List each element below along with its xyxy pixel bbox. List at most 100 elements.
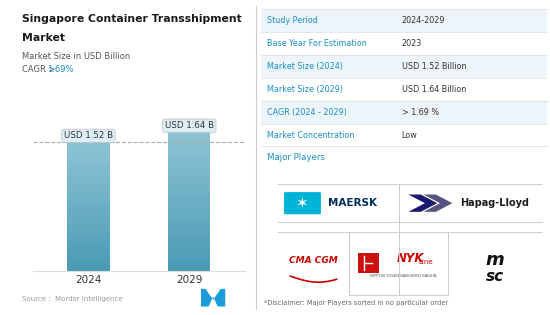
Bar <box>67 173 109 175</box>
Bar <box>67 223 109 224</box>
Bar <box>168 224 211 226</box>
Bar <box>67 170 109 171</box>
Bar <box>67 147 109 149</box>
Bar <box>67 227 109 229</box>
Text: Low: Low <box>402 130 417 140</box>
Polygon shape <box>201 289 225 306</box>
Bar <box>67 210 109 211</box>
Bar <box>168 202 211 203</box>
Text: USD 1.64 Billion: USD 1.64 Billion <box>402 85 466 94</box>
Text: Hapag-Lloyd: Hapag-Lloyd <box>460 198 530 208</box>
Text: CAGR >: CAGR > <box>22 65 58 74</box>
Bar <box>168 219 211 220</box>
Bar <box>168 227 211 229</box>
Bar <box>67 261 109 263</box>
Bar <box>67 160 109 162</box>
Bar <box>67 191 109 192</box>
Text: Market Size in USD Billion: Market Size in USD Billion <box>22 52 130 61</box>
Bar <box>168 134 211 136</box>
Bar <box>67 208 109 210</box>
Bar <box>168 243 211 245</box>
Bar <box>67 158 109 160</box>
Bar <box>168 165 211 167</box>
Bar <box>168 191 211 193</box>
Bar <box>168 252 211 254</box>
Bar <box>67 237 109 239</box>
Bar <box>168 220 211 222</box>
Bar <box>67 240 109 242</box>
FancyBboxPatch shape <box>284 192 321 214</box>
Bar <box>168 182 211 184</box>
Bar <box>168 259 211 261</box>
Text: > 1.69 %: > 1.69 % <box>402 108 439 117</box>
Bar <box>168 144 211 146</box>
Bar <box>67 256 109 258</box>
Bar <box>168 266 211 267</box>
Bar <box>168 179 211 181</box>
Bar <box>168 226 211 227</box>
Bar <box>67 231 109 232</box>
Bar <box>168 250 211 252</box>
Bar <box>168 160 211 162</box>
Bar <box>67 163 109 165</box>
Bar <box>168 181 211 182</box>
Bar <box>168 150 211 151</box>
Bar <box>67 269 109 271</box>
Text: 1.69%: 1.69% <box>47 65 73 74</box>
Bar <box>67 243 109 245</box>
Bar <box>168 139 211 141</box>
Bar <box>168 188 211 189</box>
Bar <box>67 200 109 202</box>
Bar <box>67 199 109 200</box>
Bar <box>67 234 109 236</box>
Polygon shape <box>424 194 452 212</box>
Bar <box>67 187 109 189</box>
Bar <box>168 212 211 214</box>
Bar <box>168 203 211 205</box>
Text: sc: sc <box>486 269 504 284</box>
Bar <box>67 213 109 215</box>
Bar <box>67 239 109 240</box>
Bar <box>168 269 211 271</box>
Bar <box>168 174 211 175</box>
Bar <box>67 205 109 207</box>
Bar <box>168 141 211 143</box>
Bar <box>67 255 109 256</box>
Bar <box>67 226 109 227</box>
Bar <box>168 153 211 155</box>
Bar <box>168 257 211 259</box>
Text: USD 1.52 Billion: USD 1.52 Billion <box>402 62 466 71</box>
Bar <box>67 224 109 226</box>
Text: CMA CGM: CMA CGM <box>289 255 338 265</box>
Bar <box>67 192 109 194</box>
Bar <box>168 146 211 148</box>
Bar <box>168 137 211 139</box>
Bar <box>67 155 109 157</box>
FancyBboxPatch shape <box>358 253 378 273</box>
Bar <box>168 247 211 248</box>
Bar <box>67 232 109 234</box>
Text: NIPPON YUSEN KABUSHIKI KAISHA: NIPPON YUSEN KABUSHIKI KAISHA <box>370 274 437 278</box>
Bar <box>168 186 211 188</box>
Bar <box>168 215 211 217</box>
Bar <box>67 184 109 186</box>
Text: m: m <box>486 251 504 269</box>
Bar <box>168 217 211 219</box>
Bar <box>168 143 211 144</box>
Bar <box>67 242 109 243</box>
Text: Study Period: Study Period <box>267 16 318 26</box>
Bar <box>168 261 211 262</box>
Text: Source :  Mordor Intelligence: Source : Mordor Intelligence <box>22 296 123 302</box>
Bar <box>67 202 109 203</box>
Bar <box>168 169 211 170</box>
Text: Market Size (2024): Market Size (2024) <box>267 62 343 71</box>
Bar <box>168 157 211 158</box>
Bar <box>67 247 109 249</box>
Bar <box>67 151 109 152</box>
Bar <box>168 240 211 241</box>
Bar <box>168 189 211 191</box>
Bar <box>168 229 211 231</box>
Bar <box>67 171 109 173</box>
Bar <box>67 260 109 261</box>
Bar <box>67 178 109 179</box>
